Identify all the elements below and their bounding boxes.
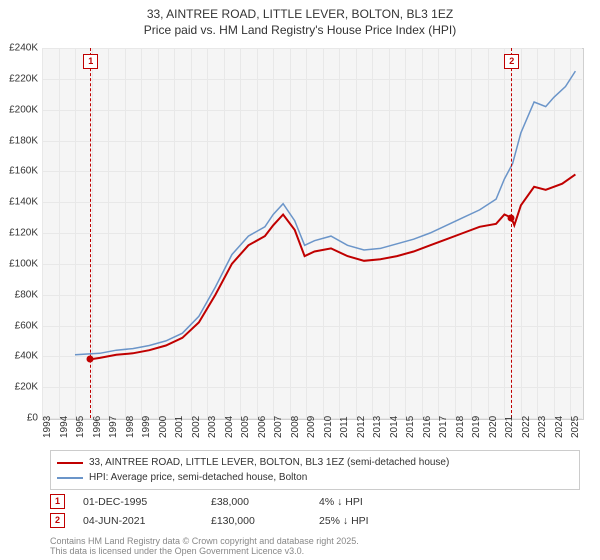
x-tick-label: 2006 [257, 416, 268, 438]
y-tick-label: £80K [0, 289, 38, 300]
y-tick-label: £20K [0, 382, 38, 393]
x-tick-label: 2002 [191, 416, 202, 438]
x-tick-label: 2023 [537, 416, 548, 438]
title-line2: Price paid vs. HM Land Registry's House … [0, 22, 600, 38]
sale-delta: 4% ↓ HPI [319, 496, 439, 508]
chart-title: 33, AINTREE ROAD, LITTLE LEVER, BOLTON, … [0, 0, 600, 38]
x-tick-label: 1995 [75, 416, 86, 438]
y-tick-label: £220K [0, 73, 38, 84]
x-tick-label: 2013 [372, 416, 383, 438]
x-tick-label: 2024 [554, 416, 565, 438]
x-tick-label: 2016 [422, 416, 433, 438]
x-tick-label: 2022 [521, 416, 532, 438]
legend-item: 33, AINTREE ROAD, LITTLE LEVER, BOLTON, … [57, 455, 573, 470]
x-tick-label: 1993 [42, 416, 53, 438]
y-tick-label: £140K [0, 197, 38, 208]
sales-table: 1 01-DEC-1995 £38,000 4% ↓ HPI 2 04-JUN-2021 £… [50, 494, 580, 532]
y-tick-label: £100K [0, 258, 38, 269]
x-tick-label: 2025 [570, 416, 581, 438]
y-tick-label: £0 [0, 413, 38, 424]
x-tick-label: 2014 [389, 416, 400, 438]
y-tick-label: £200K [0, 104, 38, 115]
chart-lines [42, 48, 582, 418]
y-tick-label: £240K [0, 43, 38, 54]
x-tick-label: 1996 [92, 416, 103, 438]
x-tick-label: 1994 [59, 416, 70, 438]
x-tick-label: 2021 [504, 416, 515, 438]
x-tick-label: 2004 [224, 416, 235, 438]
sale-delta: 25% ↓ HPI [319, 515, 439, 527]
sale-date: 01-DEC-1995 [83, 496, 193, 508]
x-tick-label: 2008 [290, 416, 301, 438]
footer-line2: This data is licensed under the Open Gov… [50, 546, 359, 556]
x-tick-label: 1998 [125, 416, 136, 438]
legend: 33, AINTREE ROAD, LITTLE LEVER, BOLTON, … [50, 450, 580, 490]
chart-area: 12 £0£20K£40K£60K£80K£100K£120K£140K£160… [42, 48, 582, 418]
sale-marker-line [511, 48, 512, 418]
y-tick-label: £120K [0, 228, 38, 239]
x-tick-label: 2012 [356, 416, 367, 438]
sale-marker-dot [508, 214, 515, 221]
legend-item: HPI: Average price, semi-detached house,… [57, 470, 573, 485]
x-tick-label: 2010 [323, 416, 334, 438]
series-line [75, 71, 575, 355]
x-tick-label: 2000 [158, 416, 169, 438]
x-tick-label: 2001 [174, 416, 185, 438]
sale-date: 04-JUN-2021 [83, 515, 193, 527]
x-tick-label: 2019 [471, 416, 482, 438]
sale-row: 2 04-JUN-2021 £130,000 25% ↓ HPI [50, 513, 580, 528]
sale-row: 1 01-DEC-1995 £38,000 4% ↓ HPI [50, 494, 580, 509]
x-tick-label: 2015 [405, 416, 416, 438]
x-tick-label: 1999 [141, 416, 152, 438]
legend-label: 33, AINTREE ROAD, LITTLE LEVER, BOLTON, … [89, 455, 449, 470]
sale-marker-box: 1 [83, 54, 98, 69]
sale-marker-id: 1 [50, 494, 65, 509]
y-tick-label: £40K [0, 351, 38, 362]
y-tick-label: £160K [0, 166, 38, 177]
sale-price: £38,000 [211, 496, 301, 508]
x-tick-label: 2003 [207, 416, 218, 438]
x-tick-label: 2017 [438, 416, 449, 438]
x-tick-label: 2009 [306, 416, 317, 438]
legend-swatch [57, 462, 83, 464]
x-tick-label: 1997 [108, 416, 119, 438]
x-tick-label: 2005 [240, 416, 251, 438]
y-tick-label: £180K [0, 135, 38, 146]
footer-attribution: Contains HM Land Registry data © Crown c… [50, 536, 359, 557]
sale-marker-dot [87, 356, 94, 363]
x-tick-label: 2018 [455, 416, 466, 438]
footer-line1: Contains HM Land Registry data © Crown c… [50, 536, 359, 546]
sale-marker-id: 2 [50, 513, 65, 528]
legend-swatch [57, 477, 83, 479]
title-line1: 33, AINTREE ROAD, LITTLE LEVER, BOLTON, … [0, 6, 600, 22]
sale-price: £130,000 [211, 515, 301, 527]
x-tick-label: 2011 [339, 416, 350, 438]
x-tick-label: 2020 [488, 416, 499, 438]
x-tick-label: 2007 [273, 416, 284, 438]
y-tick-label: £60K [0, 320, 38, 331]
series-line [90, 174, 575, 359]
sale-marker-box: 2 [504, 54, 519, 69]
legend-label: HPI: Average price, semi-detached house,… [89, 470, 307, 485]
